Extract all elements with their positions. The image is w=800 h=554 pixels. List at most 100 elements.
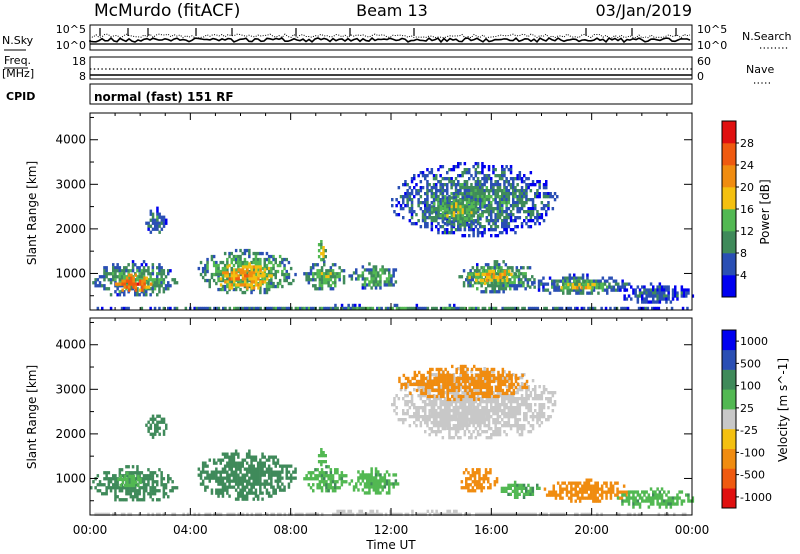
range-cell: [448, 303, 452, 308]
range-cell: [461, 186, 464, 190]
range-cell: [103, 272, 106, 276]
range-cell: [512, 195, 515, 199]
range-cell: [547, 415, 550, 419]
range-cell: [610, 285, 613, 289]
range-cell: [515, 275, 519, 279]
range-cell: [501, 174, 504, 178]
range-cell: [259, 473, 262, 477]
range-cell: [230, 251, 233, 256]
range-cell: [206, 269, 209, 274]
range-cell: [547, 397, 550, 401]
range-cell: [372, 280, 376, 284]
range-cell: [419, 225, 423, 229]
range-cell: [525, 391, 528, 395]
range-cell: [210, 275, 214, 280]
range-cell: [156, 224, 159, 228]
range-cell: [496, 412, 500, 416]
range-cell: [331, 287, 335, 291]
range-cell: [137, 477, 140, 482]
range-cell: [619, 288, 622, 292]
range-cell: [492, 409, 495, 413]
range-cell: [464, 388, 467, 393]
range-cell: [334, 306, 337, 311]
range-cell: [512, 391, 516, 396]
range-cell: [512, 394, 515, 398]
range-cell: [446, 205, 449, 209]
range-cell: [492, 306, 496, 311]
range-cell: [485, 412, 489, 416]
range-cell: [574, 487, 577, 491]
range-cell: [278, 263, 282, 268]
range-cell: [512, 382, 516, 387]
range-cell: [505, 189, 508, 193]
range-cell: [600, 283, 603, 287]
range-cell: [486, 373, 489, 378]
range-cell: [426, 222, 429, 226]
range-cell: [126, 483, 129, 488]
range-cell: [498, 406, 502, 410]
range-cell: [223, 467, 227, 471]
range-cell: [265, 257, 269, 262]
range-cell: [336, 468, 339, 472]
range-cell: [503, 210, 506, 214]
range-cell: [462, 379, 465, 384]
range-cell: [123, 293, 126, 297]
range-cell: [499, 376, 502, 381]
range-cell: [267, 476, 271, 480]
range-cell: [637, 306, 641, 311]
range-cell: [107, 278, 111, 282]
range-cell: [567, 306, 570, 311]
range-cell: [237, 452, 240, 456]
range-cell: [404, 418, 407, 422]
range-cell: [470, 382, 474, 387]
range-cell: [636, 294, 640, 298]
range-cell: [551, 279, 554, 283]
range-cell: [263, 287, 266, 292]
range-cell: [492, 228, 495, 232]
range-cell: [625, 288, 629, 292]
range-cell: [215, 491, 218, 495]
range-cell: [483, 165, 486, 169]
range-cell: [123, 285, 127, 289]
range-cell: [350, 277, 354, 281]
range-cell: [219, 272, 222, 277]
range-cell: [523, 418, 526, 422]
range-cell: [441, 220, 445, 224]
range-cell: [537, 282, 541, 286]
range-cell: [270, 473, 273, 477]
range-cell: [468, 420, 471, 424]
range-cell: [252, 476, 255, 480]
range-cell: [402, 216, 405, 220]
range-cell: [118, 293, 122, 297]
range-cell: [465, 195, 469, 199]
range-cell: [274, 260, 277, 265]
range-cell: [175, 306, 179, 311]
range-cell: [429, 367, 432, 372]
range-cell: [119, 282, 122, 286]
range-cell: [566, 279, 569, 283]
range-cell: [457, 427, 460, 431]
range-cell: [523, 204, 526, 208]
range-cell: [325, 465, 328, 469]
range-cell: [472, 408, 476, 412]
range-cell: [145, 477, 148, 481]
range-cell: [470, 202, 473, 206]
range-cell: [274, 473, 277, 477]
range-cell: [254, 488, 258, 492]
range-cell: [513, 281, 516, 285]
range-cell: [448, 408, 451, 412]
range-cell: [503, 376, 507, 381]
range-cell: [164, 483, 168, 487]
range-cell: [480, 284, 483, 288]
range-cell: [250, 286, 254, 290]
range-cell: [142, 498, 146, 502]
range-cell: [142, 269, 146, 273]
range-cell: [151, 290, 155, 294]
range-cell: [492, 394, 496, 399]
range-cell: [657, 306, 661, 311]
range-cell: [441, 214, 445, 218]
range-cell: [241, 494, 244, 498]
range-cell: [421, 210, 425, 214]
range-cell: [272, 461, 275, 465]
range-cell: [383, 268, 387, 272]
